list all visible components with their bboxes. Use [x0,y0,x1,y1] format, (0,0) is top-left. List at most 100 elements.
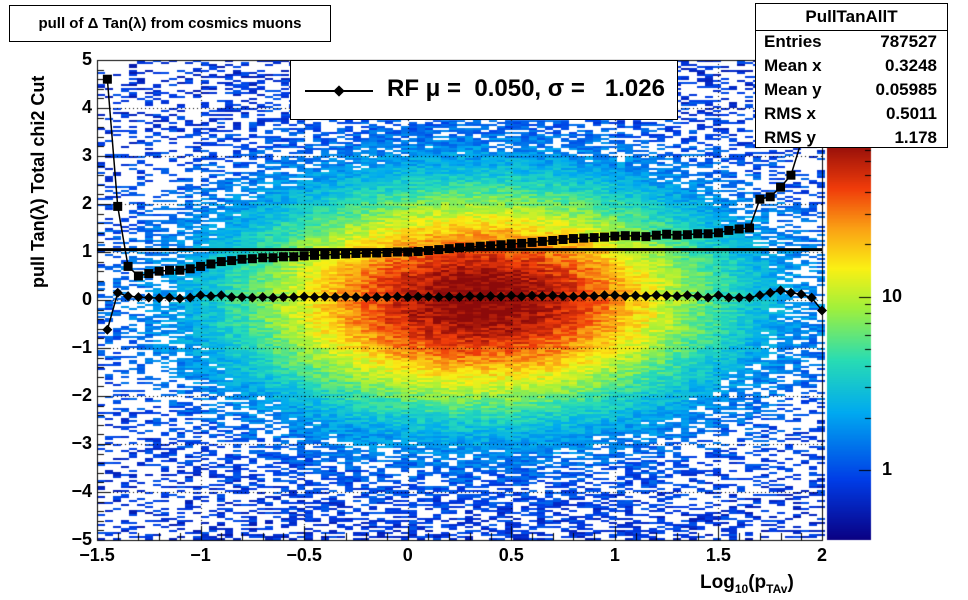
sigma-point [382,247,392,257]
chart-title-text: pull of Δ Tan(λ) from cosmics muons [38,15,302,32]
mu-point [744,292,755,303]
stat-value: 0.5011 [885,104,937,123]
sigma-point [765,192,775,202]
mu-point [630,290,641,301]
sigma-point [713,228,723,238]
x-tick-label: 0 [402,545,413,565]
mu-point [516,291,527,302]
mu-point [226,292,237,303]
sigma-point [278,252,288,262]
chart-title: pull of Δ Tan(λ) from cosmics muons [9,5,331,42]
sigma-point [434,245,444,255]
sigma-point [703,229,713,239]
sigma-point [455,243,464,253]
stat-row-mean-y: Mean y 0.05985 [764,80,937,104]
mu-point [278,292,289,303]
mu-point [547,290,558,301]
stat-label: RMS x [764,104,816,123]
colorbar-tick-label: 1 [882,459,893,480]
y-tick-label: 3 [81,145,92,165]
mu-point [319,291,330,302]
stat-row-rms-y: RMS y 1.178 [764,128,937,152]
sigma-point [734,224,744,234]
sigma-point [123,261,133,271]
mu-point [765,287,776,298]
sigma-point [341,249,351,259]
mu-point [413,291,424,302]
mu-point [723,292,734,303]
mu-point [371,292,382,303]
mu-point [402,292,413,303]
sigma-point [423,246,433,256]
mu-point [703,292,714,303]
x-tick-label: 0.5 [498,545,524,565]
stats-title: PullTanAllT [756,4,947,31]
sigma-point [227,256,237,266]
sigma-point [496,240,506,250]
sigma-point [330,249,340,259]
mu-point [734,292,745,303]
y-tick-label: −3 [71,433,92,453]
mu-point [299,291,310,302]
mu-point [527,290,537,301]
mu-point [651,290,662,301]
mu-point [423,291,434,302]
sigma-point [548,235,558,245]
sigma-point [289,252,299,262]
sigma-point [154,266,164,276]
stat-label: RMS y [764,128,816,147]
mu-point [558,291,569,302]
mu-point [205,291,216,302]
mu-point [661,290,672,301]
mu-point [578,290,589,301]
mu-point [599,290,610,301]
mu-point [143,292,154,303]
y-axis-label: pull Tan(λ) Total chi2 Cut [28,75,48,288]
mu-point [495,291,506,302]
x-axis-label: Log10(pTAv) [700,572,794,596]
y-tick-label: −4 [71,481,92,501]
sigma-point [206,259,216,269]
mu-point [692,291,703,302]
x-label-tail: (p [748,572,767,593]
mu-point [174,293,185,304]
mu-point [237,292,247,303]
mu-point [350,292,361,303]
y-tick-label: −2 [71,385,92,405]
sigma-point [517,238,527,248]
mu-point [288,292,299,303]
sigma-point [413,247,423,257]
y-tick-label: −5 [71,529,92,549]
sigma-point [258,253,268,263]
mu-point [123,291,134,302]
stat-label: Mean y [764,80,822,99]
sigma-point [755,194,765,204]
y-tick-label: −1 [71,337,92,357]
x-tick-label: −1.5 [79,545,115,565]
sigma-point [786,170,796,180]
mu-point [444,291,455,302]
stat-row-rms-x: RMS x 0.5011 [764,104,937,128]
sigma-point [776,182,786,192]
mu-point [382,292,392,303]
mu-point [506,290,517,301]
mu-point [609,290,620,301]
sigma-point [610,231,620,241]
mu-point [464,291,475,302]
mu-point [330,292,341,303]
mu-point [475,291,486,302]
mu-point [154,293,165,304]
y-tick-label: 0 [81,289,92,309]
sigma-point [651,230,661,240]
colorbar-tick-label: 10 [882,285,903,306]
sigma-point [237,254,247,264]
mu-point [268,292,279,303]
sigma-point [113,201,123,211]
x-tick-label: −0.5 [286,545,322,565]
mu-point [164,292,175,303]
x-label-sub2: TAv [766,581,788,596]
mu-point [589,291,600,302]
stat-label: Entries [764,32,822,51]
sigma-point [672,230,682,240]
sigma-point [631,231,641,241]
